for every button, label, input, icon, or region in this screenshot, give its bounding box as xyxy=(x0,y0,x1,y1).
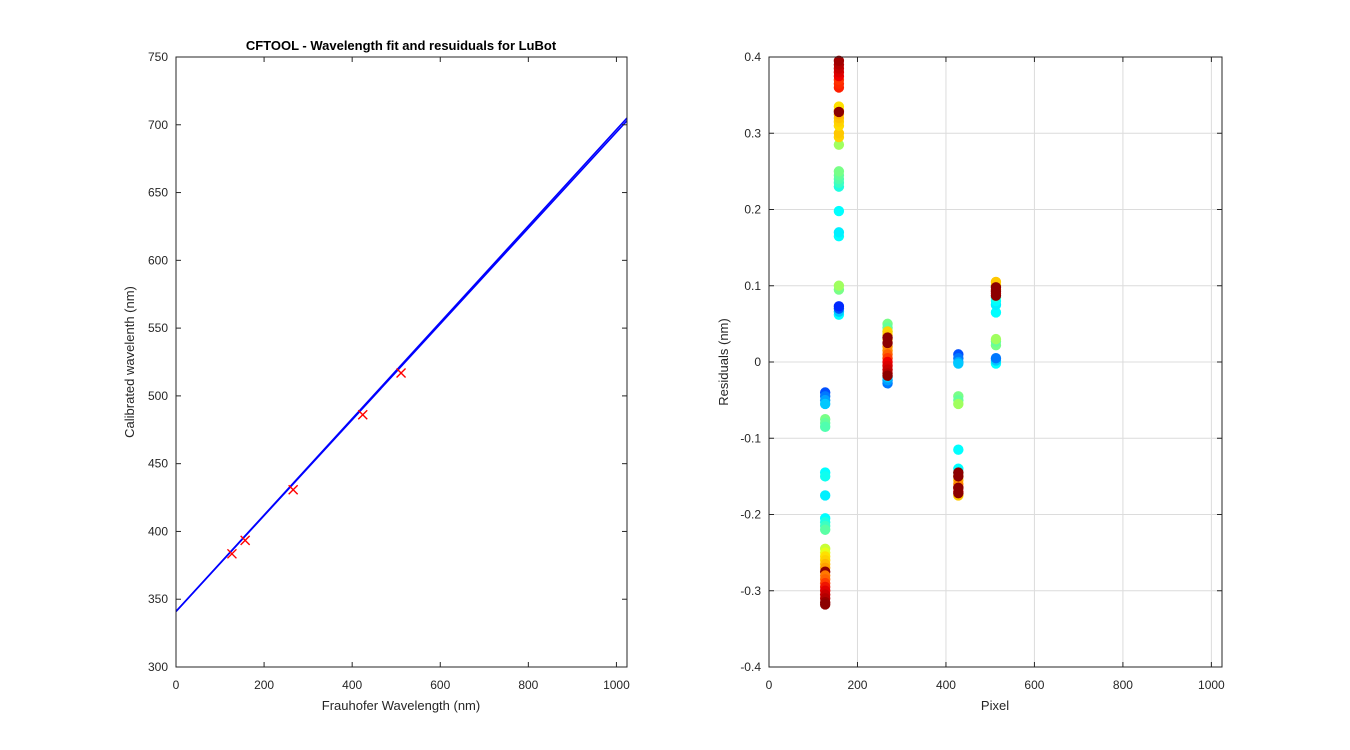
y-axis-label: Calibrated wavelenth (nm) xyxy=(122,286,137,438)
residual-point xyxy=(833,205,845,217)
x-tick-label: 800 xyxy=(1113,678,1133,692)
marker-stroke xyxy=(357,409,368,420)
wavelength-fit-chart: 0 200 400 600 800 1000 300 350 400 450 500 550 600 65… xyxy=(122,38,630,713)
y-tick-label: 450 xyxy=(148,457,168,471)
y-tick-label: 350 xyxy=(148,592,168,606)
residual-point xyxy=(990,352,1002,364)
residuals-chart: 0 200 400 600 800 1000 -0.4 -0.3 -0.2 -0.1 0 0.1 0.2… xyxy=(716,50,1225,713)
data-point-marker xyxy=(226,548,237,559)
residual-point xyxy=(833,280,845,291)
y-tick-label: 550 xyxy=(148,321,168,335)
y-tick-label: 400 xyxy=(148,524,168,538)
residual-point xyxy=(833,128,845,139)
y-tick-label: 0.2 xyxy=(744,203,761,217)
y-tick-label: -0.3 xyxy=(740,584,761,598)
chart-title: CFTOOL - Wavelength fit and resuiduals f… xyxy=(246,38,557,53)
y-axis-label: Residuals (nm) xyxy=(716,318,731,405)
residual-point xyxy=(882,332,893,343)
x-tick-label: 0 xyxy=(766,678,773,692)
tick-group: 0 200 400 600 800 1000 -0.4 -0.3 -0.2 -0.1 0 0.1 0.2… xyxy=(740,50,1225,692)
y-tick-label: 0 xyxy=(754,355,761,369)
residual-point xyxy=(819,421,831,433)
x-tick-label: 400 xyxy=(342,678,362,692)
y-tick-label: 0.3 xyxy=(744,126,761,140)
data-point-marker xyxy=(240,535,251,546)
y-tick-label: 0.1 xyxy=(744,279,761,293)
plot-marks xyxy=(175,117,628,612)
plot-area xyxy=(176,57,627,667)
y-tick-label: 0.4 xyxy=(744,50,761,64)
x-tick-label: 400 xyxy=(936,678,956,692)
residual-point xyxy=(833,301,845,312)
marker-stroke xyxy=(288,484,299,495)
y-tick-label: 500 xyxy=(148,389,168,403)
y-tick-label: -0.1 xyxy=(740,431,761,445)
residual-point xyxy=(833,55,845,67)
y-tick-label: 700 xyxy=(148,118,168,132)
x-tick-label: 1000 xyxy=(1198,678,1225,692)
residual-point xyxy=(953,398,964,410)
residual-point xyxy=(833,139,845,150)
y-tick-label: 650 xyxy=(148,186,168,200)
x-tick-label: 1000 xyxy=(603,678,630,692)
residual-point xyxy=(833,166,845,177)
y-tick-label: -0.2 xyxy=(740,508,761,522)
y-tick-label: 750 xyxy=(148,50,168,64)
axes-box xyxy=(175,56,628,668)
residual-point xyxy=(990,333,1002,345)
residual-point xyxy=(833,227,845,238)
residual-point xyxy=(819,398,831,410)
residual-point xyxy=(953,487,964,499)
x-tick-label: 0 xyxy=(173,678,180,692)
residual-point xyxy=(819,599,831,610)
residual-point xyxy=(833,106,845,118)
x-tick-label: 200 xyxy=(254,678,274,692)
x-tick-label: 800 xyxy=(518,678,538,692)
residual-point xyxy=(953,358,964,369)
x-axis-label: Pixel xyxy=(981,698,1009,713)
x-tick-label: 600 xyxy=(430,678,450,692)
y-tick-label: 600 xyxy=(148,253,168,267)
x-axis-label: Frauhofer Wavelength (nm) xyxy=(322,698,480,713)
residual-point xyxy=(819,524,831,535)
data-point-marker xyxy=(288,484,299,495)
x-tick-label: 600 xyxy=(1024,678,1044,692)
marker-stroke xyxy=(240,535,251,546)
residual-point xyxy=(953,471,964,482)
residual-point xyxy=(882,370,893,381)
x-tick-label: 200 xyxy=(847,678,867,692)
fit-line xyxy=(175,117,628,612)
marker-stroke xyxy=(396,367,407,378)
residual-point xyxy=(819,471,831,482)
marker-stroke xyxy=(226,548,237,559)
y-tick-label: 300 xyxy=(148,660,168,674)
residual-point xyxy=(990,282,1002,293)
plot-marks xyxy=(819,55,1002,610)
tick-group: 0 200 400 600 800 1000 300 350 400 450 500 550 600 65… xyxy=(148,50,630,692)
residual-point xyxy=(819,490,831,501)
data-point-marker xyxy=(396,367,407,378)
y-tick-label: -0.4 xyxy=(740,660,761,674)
residual-point xyxy=(953,444,964,455)
data-point-marker xyxy=(357,409,368,420)
residual-point xyxy=(990,307,1002,318)
